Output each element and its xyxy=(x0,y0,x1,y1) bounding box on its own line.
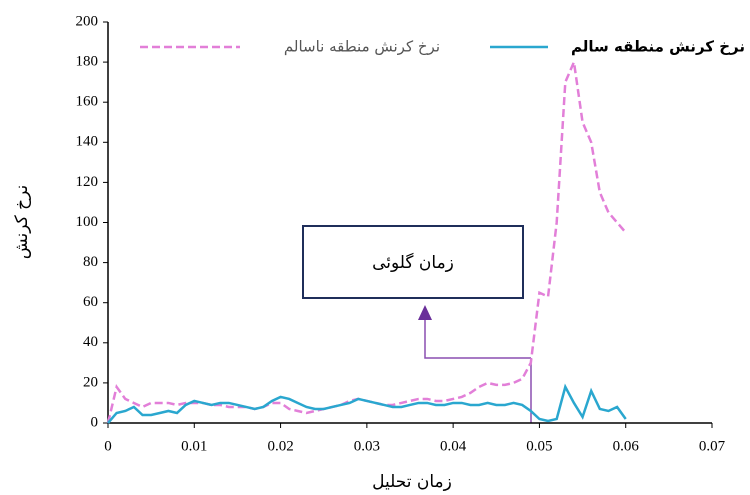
x-tick-label: 0.05 xyxy=(526,438,552,454)
y-tick-label: 200 xyxy=(76,13,99,29)
y-tick-label: 40 xyxy=(83,334,98,350)
legend-label: نرخ کرنش منطقه ناسالم xyxy=(284,38,440,56)
x-tick-label: 0.02 xyxy=(267,438,293,454)
y-tick-label: 160 xyxy=(76,94,99,110)
y-tick-label: 60 xyxy=(83,294,98,310)
y-axis-label: نرخ کرنش xyxy=(12,185,32,259)
x-tick-label: 0.06 xyxy=(613,438,640,454)
arrow-head xyxy=(418,305,432,320)
x-tick-label: 0.07 xyxy=(699,438,726,454)
y-tick-label: 0 xyxy=(91,414,99,430)
x-tick-label: 0.03 xyxy=(354,438,380,454)
legend-label: نرخ کرنش منطقه سالم xyxy=(571,38,745,56)
y-tick-label: 80 xyxy=(83,254,98,270)
x-tick-label: 0.01 xyxy=(181,438,207,454)
series-line xyxy=(107,383,627,424)
annotation: زمان گلوئی xyxy=(372,252,454,273)
y-tick-label: 100 xyxy=(76,214,99,230)
annotation-box xyxy=(302,225,524,299)
x-tick-label: 0.04 xyxy=(440,438,467,454)
y-tick-label: 120 xyxy=(76,174,99,190)
annotation-arrow xyxy=(424,318,531,359)
x-axis-label: زمان تحلیل xyxy=(372,472,452,492)
y-tick-label: 180 xyxy=(76,54,99,70)
y-tick-label: 140 xyxy=(76,134,99,150)
y-tick-label: 20 xyxy=(83,374,98,390)
x-tick-label: 0 xyxy=(104,438,112,454)
